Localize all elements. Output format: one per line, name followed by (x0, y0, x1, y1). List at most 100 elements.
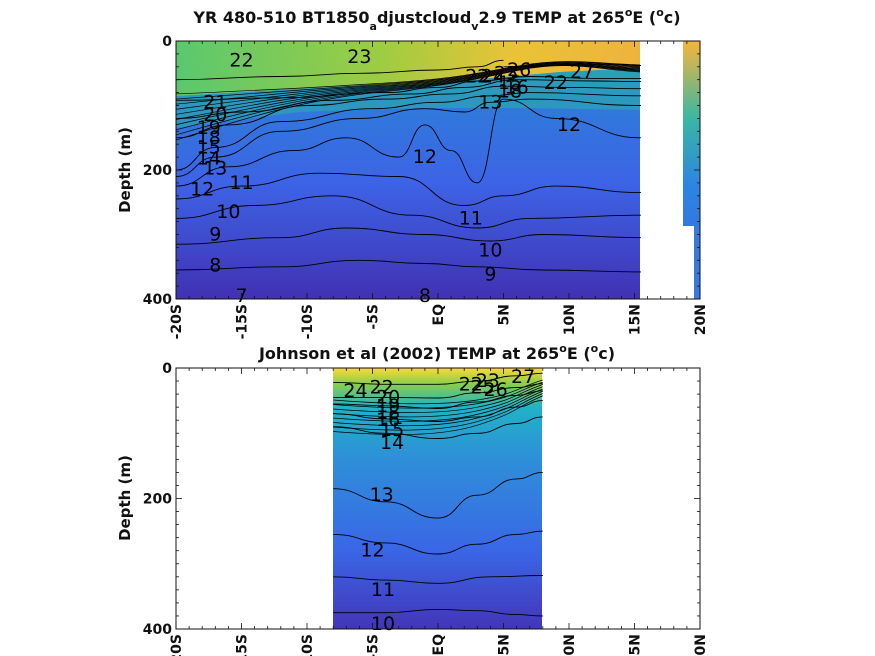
top-contour-label: 10 (478, 240, 502, 262)
top-contours (175, 59, 642, 273)
top-contour-14 (175, 92, 642, 171)
bottom-contour-10 (333, 608, 543, 617)
bottom-contour-18 (333, 390, 543, 409)
top-contour-label: 22 (465, 66, 489, 88)
top-contour-label: 22 (229, 49, 253, 71)
top-contour-label: 10 (216, 201, 240, 223)
bottom-contour-label: 25 (470, 377, 494, 399)
top-contour-thermocline-line (175, 63, 641, 125)
bottom-contour-label: 24 (343, 380, 367, 402)
top-field-right-sliver (694, 226, 700, 299)
top-contour-label: 12 (190, 178, 214, 200)
top-contour-8 (175, 259, 642, 273)
bottom-ytick-label: 0 (162, 361, 172, 377)
top-contour-label: 11 (229, 172, 253, 194)
bottom-contour-label: 19 (376, 395, 400, 417)
bottom-contour-label: 26 (484, 379, 508, 401)
bottom-xtick-label: -10S (300, 634, 316, 656)
bottom-xtick-label: -20S (169, 634, 185, 656)
top-xtick-label: 20N (693, 304, 709, 335)
top-contour-thermocline-line (175, 62, 641, 110)
bottom-contour-label: 13 (370, 484, 394, 506)
bottom-contour-label: 20 (376, 386, 400, 408)
top-xtick-label: 15N (628, 304, 644, 335)
bottom-contour-thermocline-line (333, 390, 543, 427)
bottom-contour-14 (333, 416, 543, 439)
bottom-xtick-label: -5S (366, 634, 382, 656)
bottom-xtick-label: -15S (235, 634, 251, 656)
top-contour-thermocline-line (175, 62, 641, 115)
bottom-contour-label: 15 (380, 419, 404, 441)
bottom-contour-thermocline-line (333, 393, 543, 431)
top-contour-label: 19 (197, 117, 221, 139)
bottom-contour-label: 22 (370, 377, 394, 399)
top-contour-label: 11 (459, 207, 483, 229)
top-contour-label: 27 (570, 61, 594, 83)
top-contour-9 (175, 227, 642, 245)
top-contour-label: 12 (557, 114, 581, 136)
top-contour-thermocline-line (175, 61, 641, 95)
top-contour-label: 15 (197, 136, 221, 158)
bottom-xtick-label: EQ (431, 634, 447, 656)
bottom-xtick-label: 5N (497, 634, 513, 655)
top-contour-11 (175, 172, 642, 206)
bottom-contour-thermocline-line (333, 388, 543, 422)
bottom-contour-20 (333, 383, 543, 399)
top-contour-label: 18 (498, 80, 522, 102)
top-xtick-label: -10S (300, 304, 316, 339)
bottom-contour-label: 11 (371, 579, 395, 601)
top-contour-label: 9 (209, 224, 221, 246)
top-contour-thermocline-line (175, 62, 641, 105)
top-ytick-label: 400 (143, 292, 172, 308)
bottom-y-axis: 0 200 400 (143, 361, 700, 638)
top-contour-label: 14 (197, 147, 221, 169)
top-contour-thermocline-line (175, 64, 641, 136)
top-contour-label: 20 (203, 104, 227, 126)
top-panel: YR 480-510 BT1850adjustcloudv2.9 TEMP at… (116, 6, 709, 339)
top-xtick-label: EQ (431, 304, 447, 326)
bottom-contour-thermocline-line (333, 379, 543, 405)
bottom-contour-thermocline-line (333, 386, 543, 418)
bottom-contour-thermocline-line (333, 384, 543, 413)
bottom-xtick-label: 10N (562, 634, 578, 656)
top-xtick-label: -5S (366, 304, 382, 330)
top-ytick-label: 200 (143, 163, 172, 179)
bottom-contour-24 (333, 372, 543, 385)
top-ylabel: Depth (m) (116, 127, 134, 213)
top-contour-12 (175, 98, 642, 187)
top-contour-label: 9 (484, 264, 496, 286)
bottom-panel: Johnson et al (2002) TEMP at 265oE (oc) … (116, 342, 709, 656)
top-x-axis: -20S -15S -10S -5S EQ 5N 10N 15N 20N (169, 41, 709, 339)
top-contour-18 (175, 85, 642, 139)
top-contour-label: 13 (478, 91, 502, 113)
top-contour-thermocline-line (175, 61, 641, 100)
top-contour-13 (175, 98, 642, 177)
bottom-contour-label: 23 (476, 370, 500, 392)
bottom-contour-label: 12 (360, 540, 384, 562)
top-xtick-label: -15S (235, 304, 251, 339)
bottom-contour-label: 22 (459, 373, 483, 395)
top-contour-label: 18 (197, 127, 221, 149)
top-ytick-label: 0 (162, 34, 172, 50)
bottom-xtick-label: 15N (628, 634, 644, 656)
bottom-contour-label: 16 (376, 409, 400, 431)
bottom-contour-12 (333, 530, 543, 555)
bottom-contour-13 (333, 471, 543, 519)
top-contour-label: 24 (481, 66, 505, 88)
top-xtick-label: -20S (169, 304, 185, 339)
top-title: YR 480-510 BT1850adjustcloudv2.9 TEMP at… (192, 6, 680, 33)
top-contour-label: 8 (209, 255, 221, 277)
top-contour-label: 22 (544, 72, 568, 94)
top-contour-thermocline-line (175, 65, 641, 141)
bottom-contour-11 (333, 575, 543, 584)
bottom-contours (333, 372, 543, 617)
top-contour-thermocline-line (175, 64, 641, 131)
top-contour-label: 8 (419, 285, 431, 307)
top-contour-label: 13 (203, 158, 227, 180)
top-contour-thermocline-line (175, 63, 641, 120)
top-contour-10 (175, 195, 642, 229)
bottom-contour-label: 18 (376, 401, 400, 423)
